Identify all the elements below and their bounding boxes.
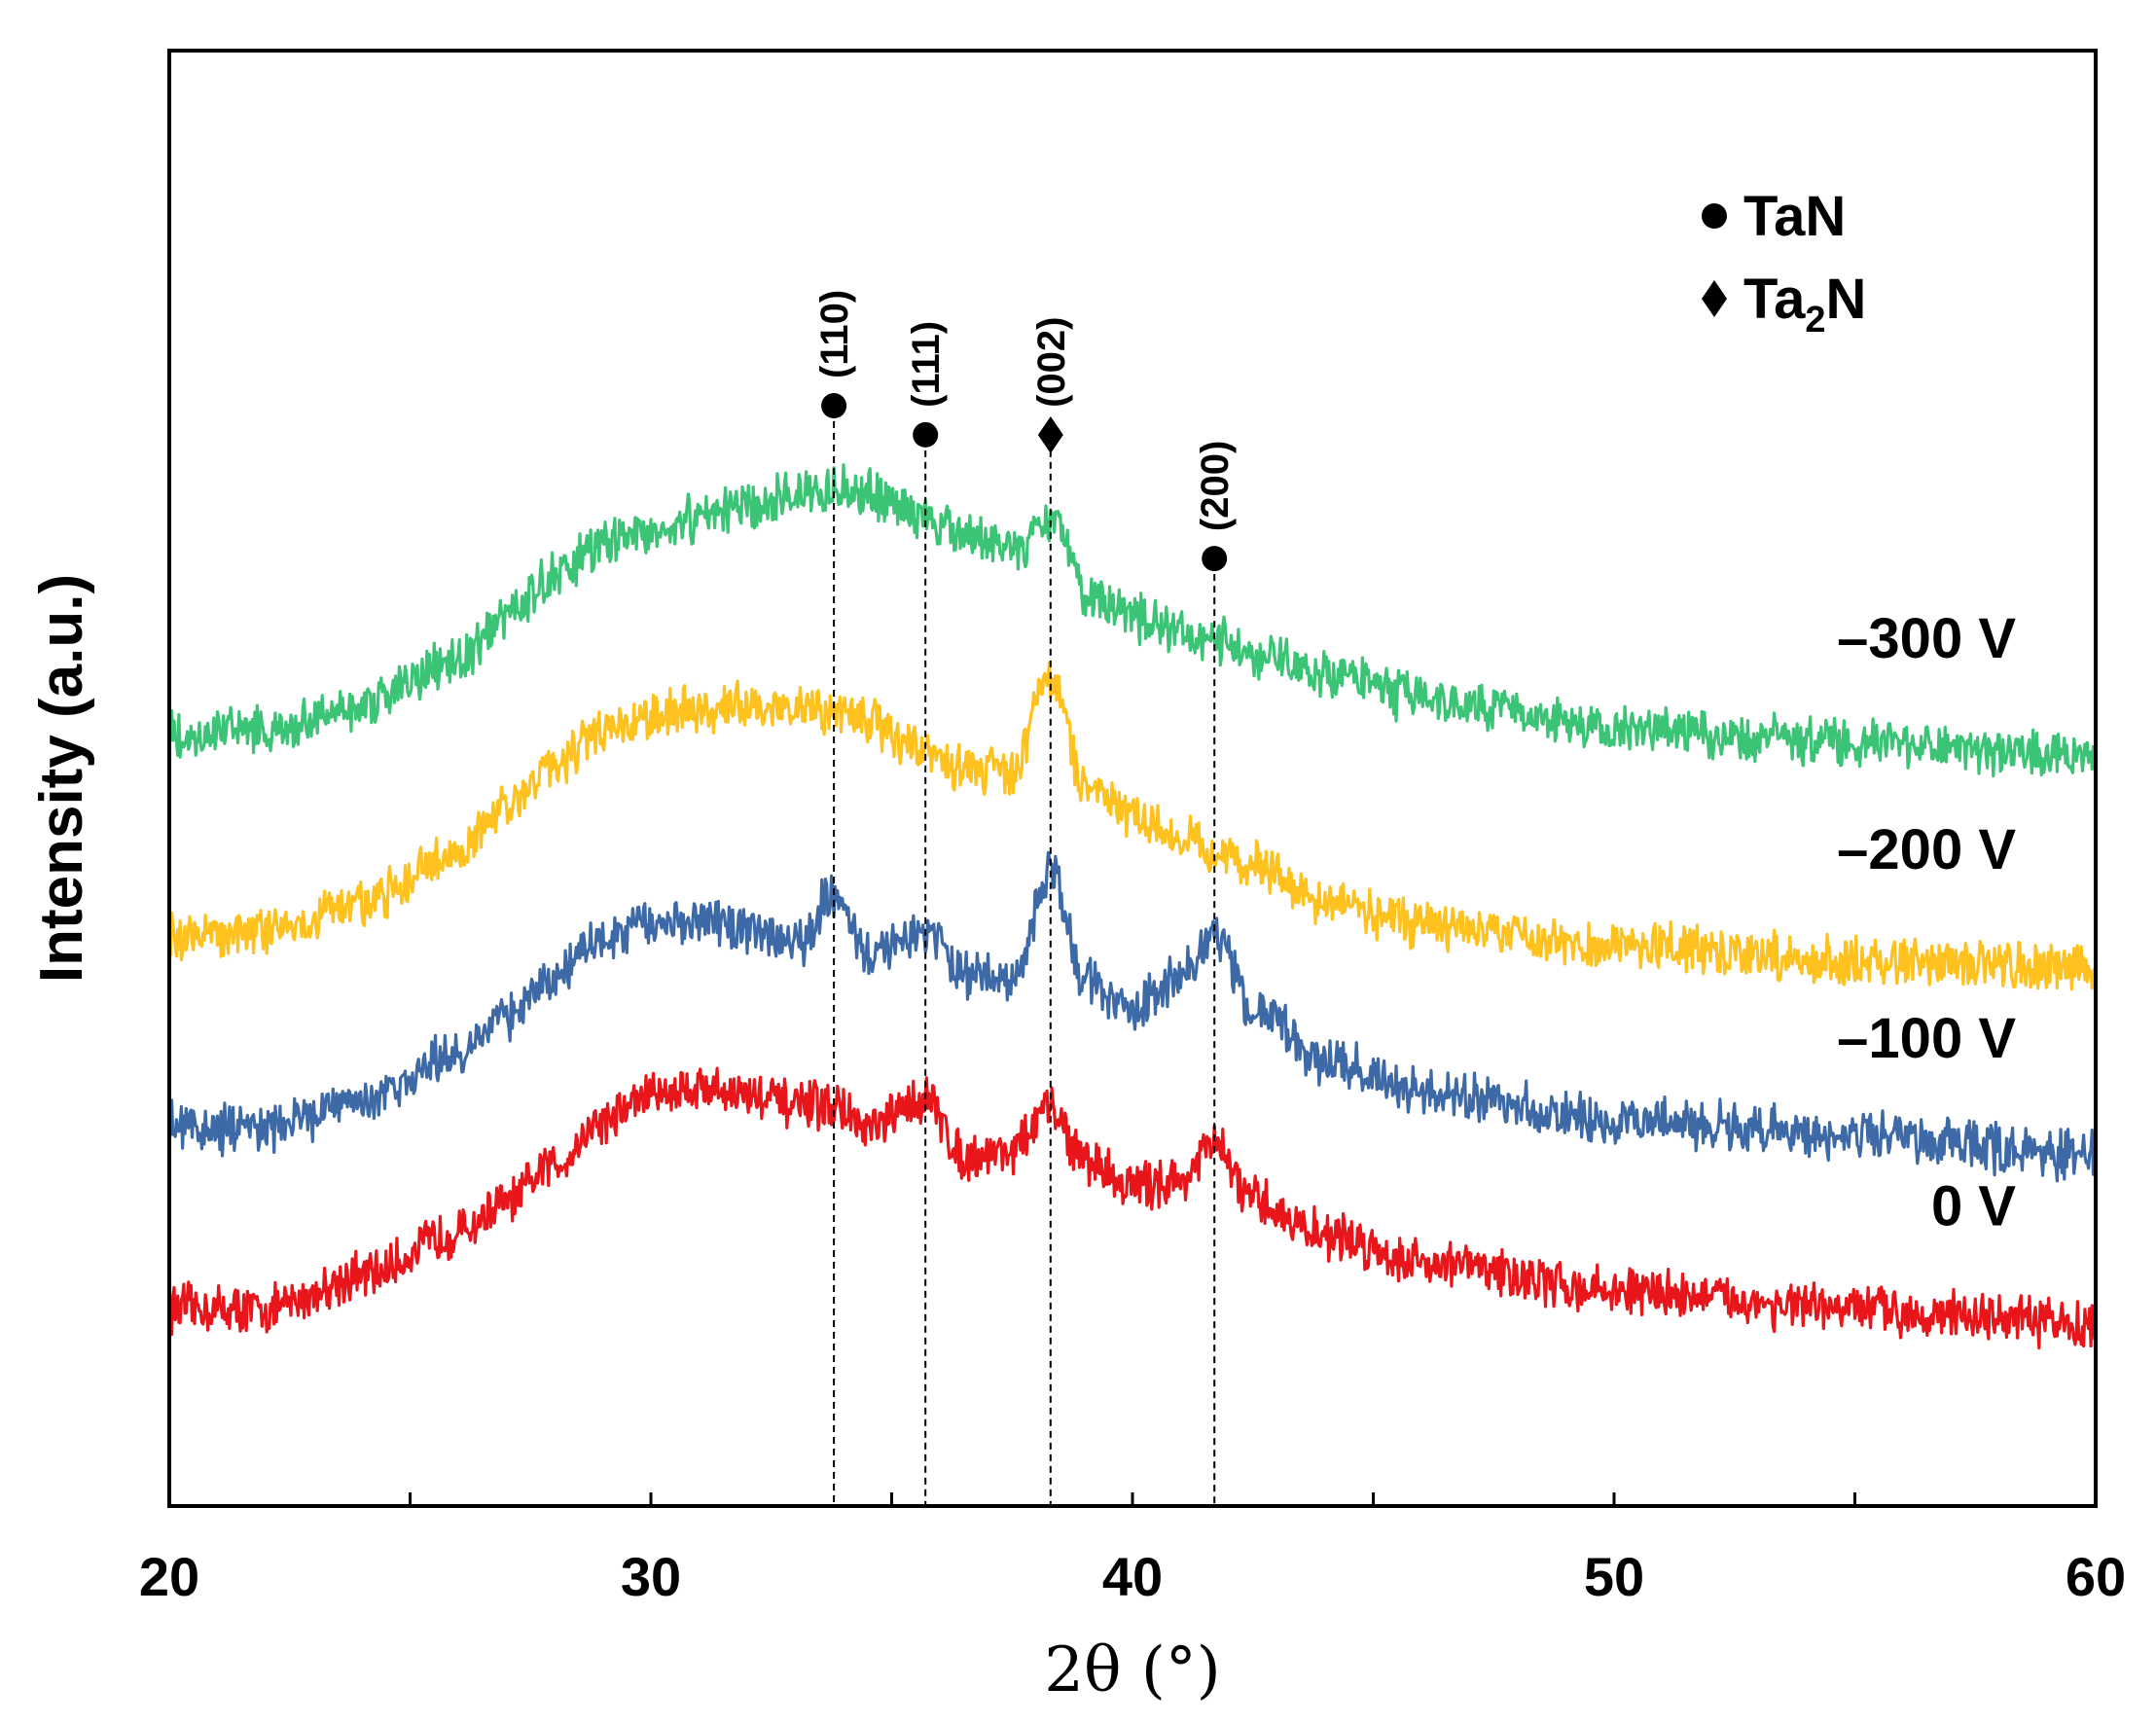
peak-markers: (110) (111) (002) (200) [813,290,1237,1506]
y-axis-label: Intensity (a.u.) [28,574,95,983]
series-label-100-v: –100 V [1837,1007,2016,1070]
legend: TaN Ta2N [1702,185,1866,341]
series-label-200-v: –200 V [1837,818,2016,881]
series-labels: 0 V –100 V –200 V –300 V [1837,607,2016,1238]
x-axis-ticks: 20 30 40 50 60 [139,1492,2126,1607]
x-tick-label: 50 [1584,1546,1644,1607]
series-label-0-v: 0 V [1931,1174,2016,1238]
peak-marker-circle-icon [913,421,939,448]
x-tick-label: 40 [1102,1546,1163,1607]
peak-marker-circle-icon [1202,546,1228,572]
peak-label-200: (200) [1194,441,1237,531]
x-tick-label: 60 [2066,1546,2126,1607]
peak-marker-circle-icon [821,393,847,418]
peak-marker-diamond-icon [1037,415,1063,453]
series-line-200-v [168,661,2097,991]
legend-marker-circle-icon [1702,203,1727,229]
series-line-100-v [167,850,2098,1183]
legend-entry-tan: TaN [1743,185,1846,248]
series-layer [167,463,2098,1350]
series-label-300-v: –300 V [1837,607,2016,670]
series-line-300-v [167,463,2098,778]
x-tick-label: 30 [621,1546,681,1607]
x-axis-label: 2θ (°) [1044,1634,1221,1706]
legend-entry-ta2n: Ta2N [1743,268,1866,341]
legend-marker-diamond-icon [1702,280,1727,317]
peak-label-111: (111) [905,321,948,408]
x-tick-label: 20 [139,1546,199,1607]
peak-label-002: (002) [1030,317,1073,408]
peak-label-110: (110) [813,290,856,378]
series-line-0-v [167,1066,2098,1350]
